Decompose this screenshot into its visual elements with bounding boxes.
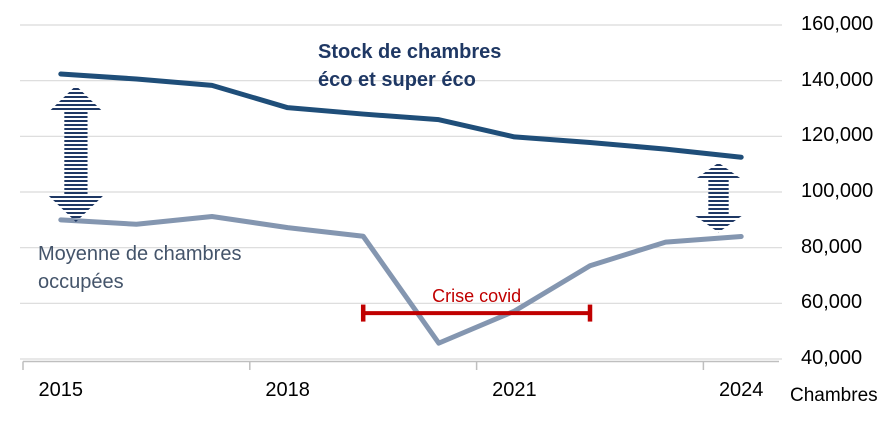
y-axis-tick-label: 100,000 (801, 180, 874, 202)
stock-series-title-line1: Stock de chambres (318, 41, 502, 63)
series-lines (58, 71, 744, 346)
x-axis-tick-label: 2024 (718, 379, 764, 401)
y-axis-tick-label: 40,000 (801, 347, 863, 369)
y-axis-tick-label: 120,000 (801, 124, 874, 147)
x-axis-tick-label: 2015 (38, 379, 84, 401)
x-axis-tick-label: 2018 (265, 379, 310, 401)
covid-crisis-label: Crise covid (432, 286, 522, 307)
y-axis-tick-label: 140,000 (801, 68, 874, 91)
gap-double-arrow-icon (48, 85, 103, 223)
covid-period-bracket (360, 304, 593, 322)
y-axis-tick-label: 160,000 (801, 13, 874, 35)
occupees-series-label-line2: occupées (38, 271, 124, 293)
y-axis-tick-label: 80,000 (801, 235, 863, 258)
stock-series-title-line2: éco et super éco (318, 69, 476, 91)
y-axis-tick-label: 60,000 (801, 291, 863, 314)
stock-series-title: Stock de chambres éco et super éco (318, 38, 501, 94)
occupees-series-label-line1: Moyenne de chambres (38, 243, 242, 265)
annotations (48, 85, 743, 322)
y-axis-unit-label: Chambres (790, 385, 878, 406)
gap-double-arrow-icon (694, 162, 743, 233)
stock-line (58, 71, 744, 160)
x-axis-tick-label: 2021 (492, 379, 537, 401)
occupees-series-label: Moyenne de chambres occupées (38, 240, 241, 296)
occupees-line (58, 213, 744, 346)
x-axis (22, 360, 779, 370)
